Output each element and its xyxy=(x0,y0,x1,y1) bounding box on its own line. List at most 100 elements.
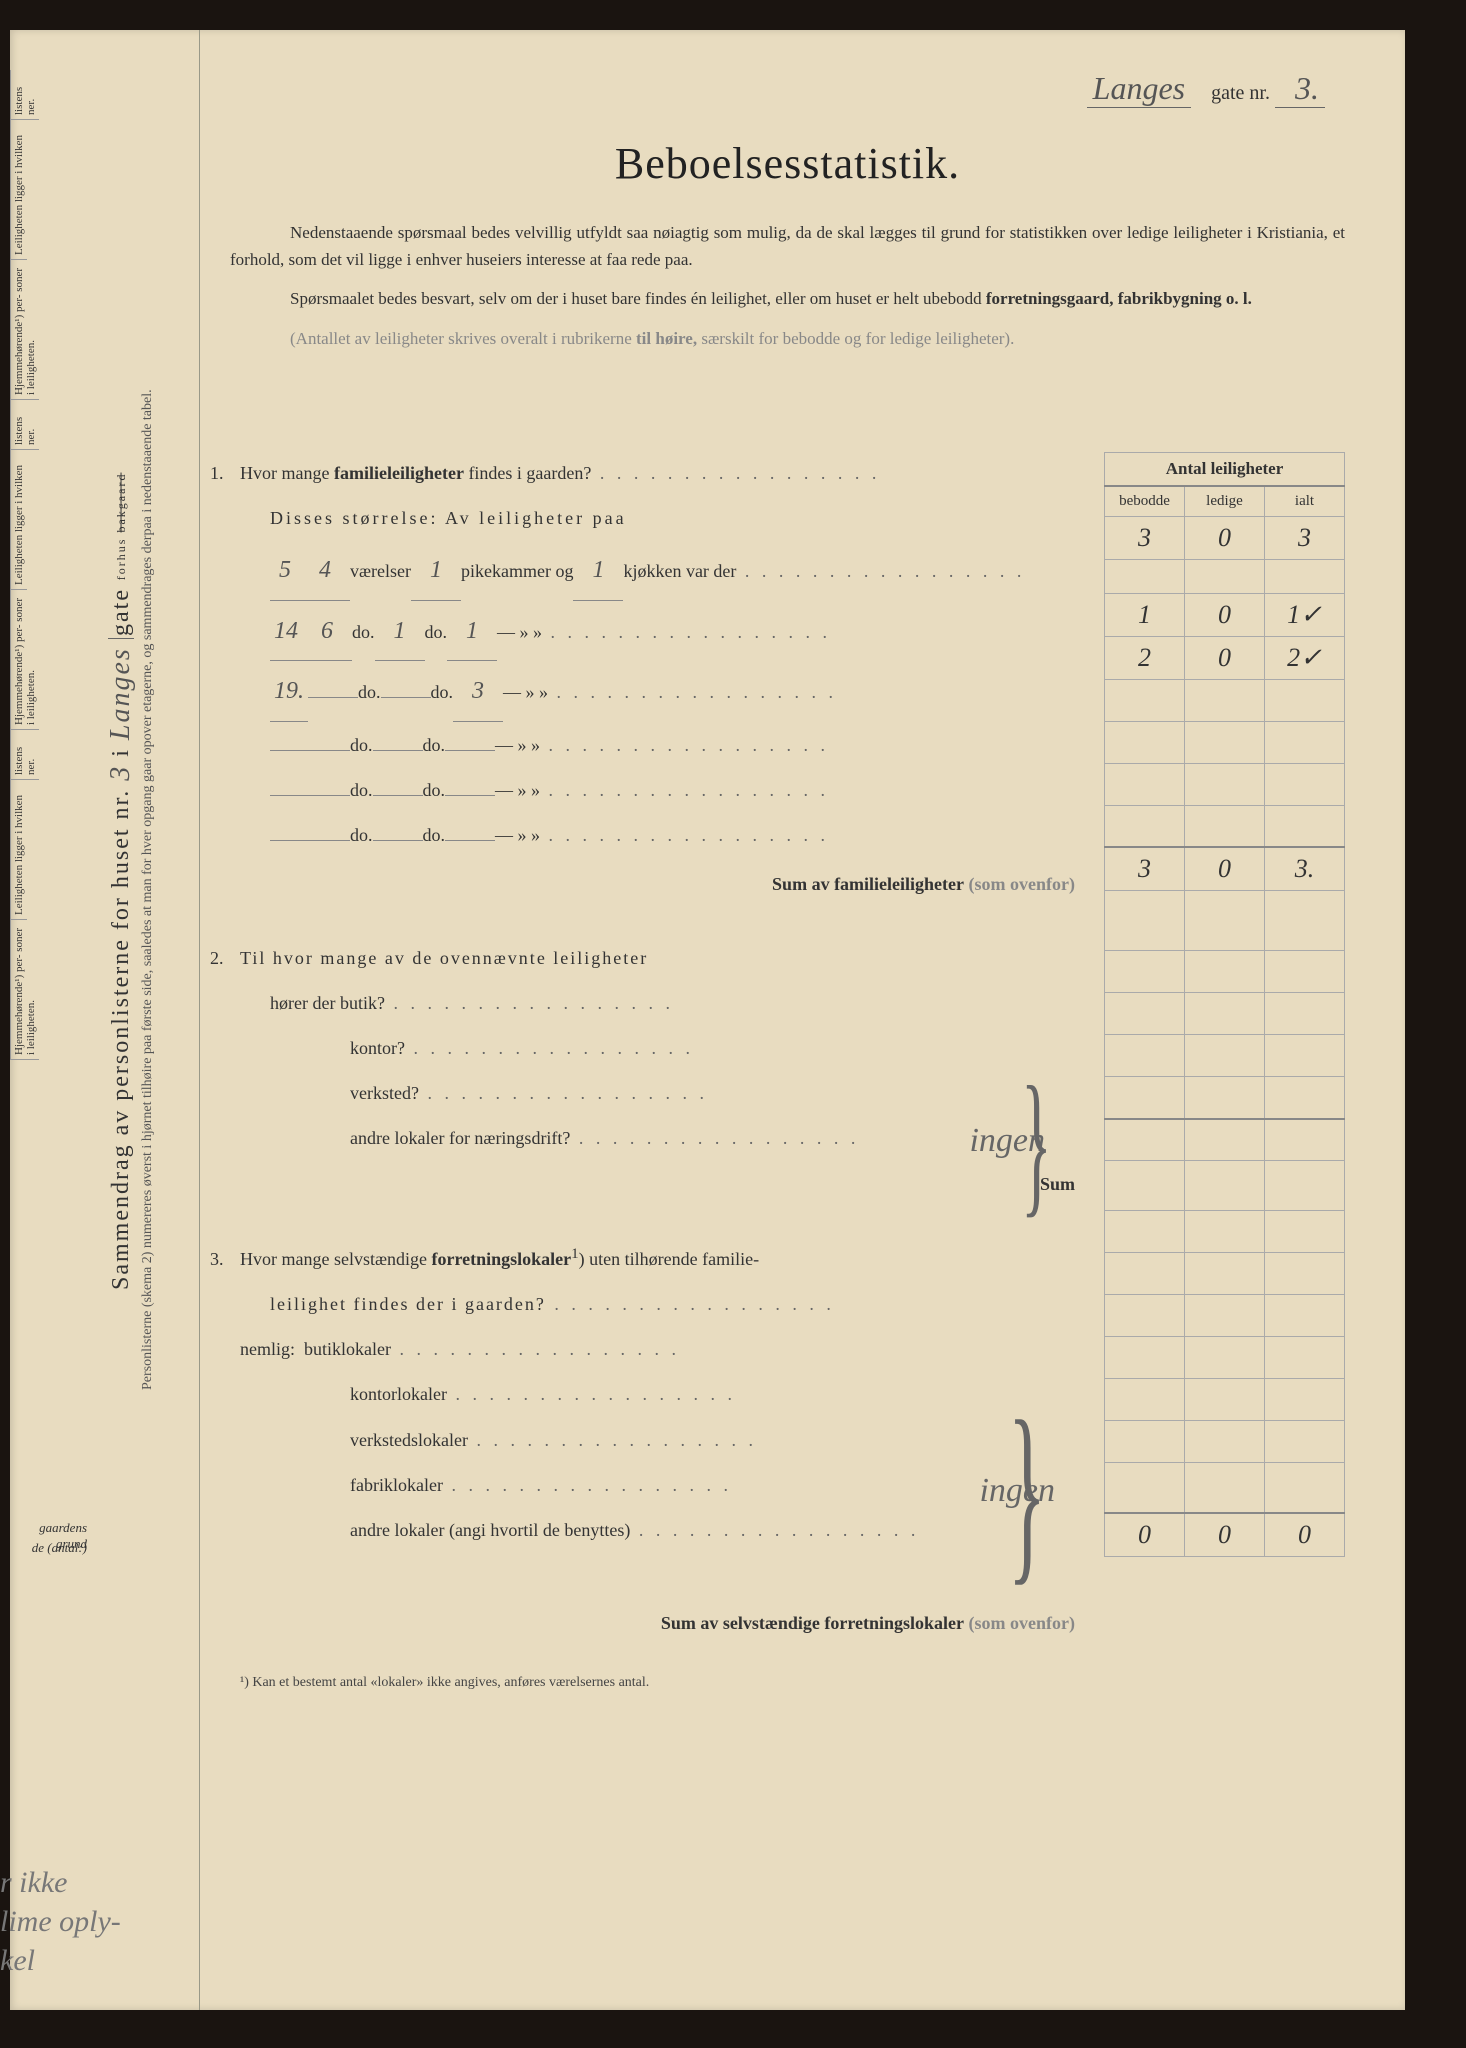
r1-l: 0 xyxy=(1185,593,1265,636)
q2-intro: Til hvor mange av de ovennævnte leilighe… xyxy=(240,937,1085,980)
row-l2: do. xyxy=(423,814,446,857)
row-pre-hw: 5 xyxy=(270,542,300,601)
q3-r2 xyxy=(1105,1295,1185,1337)
row-n2-hw: 1 xyxy=(375,603,425,662)
q3-tc: ) uten tilhørende familie- xyxy=(579,1249,759,1269)
row-n3-hw xyxy=(445,795,495,796)
q2-hw-note: ingen xyxy=(969,1122,1045,1160)
margin-i: i xyxy=(108,748,134,757)
row-pre-hw xyxy=(270,750,300,751)
row-n3-hw: 1 xyxy=(447,603,497,662)
q3-r3 xyxy=(1105,1337,1185,1379)
q1-sum-i: 3. xyxy=(1265,847,1345,891)
r2-i: 2✓ xyxy=(1265,636,1345,679)
row-n2-hw xyxy=(373,840,423,841)
margin-cell: listens ner. xyxy=(10,400,39,450)
q2-l1: kontor? xyxy=(350,1027,1085,1070)
q1-num: 1. xyxy=(210,452,240,495)
intro-p3a: (Antallet av leiligheter skrives overalt… xyxy=(290,329,636,348)
row-pre-hw xyxy=(270,795,300,796)
row-l2: do. xyxy=(425,611,448,654)
r1-i: 1✓ xyxy=(1265,593,1345,636)
r4-b xyxy=(1105,721,1185,763)
header-line: Langes gate nr. 3. xyxy=(210,70,1365,108)
col-bebodde: bebodde xyxy=(1105,486,1185,517)
q3-r1 xyxy=(1105,1253,1185,1295)
table-head-main: Antal leiligheter xyxy=(1105,452,1345,486)
q3-sum-lbl: Sum av selvstændige forretningslokaler xyxy=(661,1613,964,1633)
q2-sum: Sum xyxy=(210,1163,1085,1206)
q1-sum-label: Sum av familieleiligheter (som ovenfor) xyxy=(210,863,1085,906)
margin-title-vertical: Sammendrag av personlisterne for huset n… xyxy=(105,90,137,1290)
q3-l0: butiklokaler xyxy=(304,1328,1085,1371)
r6-b xyxy=(1105,805,1185,847)
q1-total-b: 3 xyxy=(1105,516,1185,559)
q3-hw-note: ingen xyxy=(979,1472,1055,1510)
q3-sum-label: Sum av selvstændige forretningslokaler (… xyxy=(210,1602,1085,1645)
row-n1-hw xyxy=(300,795,350,796)
col-ledige: ledige xyxy=(1185,486,1265,517)
intro-p2a: Spørsmaalet bedes besvart, selv om der i… xyxy=(290,289,986,308)
margin-bottom-2: de (antal:) xyxy=(12,1540,87,1556)
r3-i xyxy=(1265,679,1345,721)
row-l2: do. xyxy=(423,724,446,767)
q3-r4 xyxy=(1105,1379,1185,1421)
row-l1: værelser xyxy=(350,550,411,593)
r3-l xyxy=(1185,679,1265,721)
r4-i xyxy=(1265,721,1345,763)
row-n1-hw xyxy=(308,697,358,698)
row-l3: — » » xyxy=(495,724,1085,767)
row-n1-hw xyxy=(300,840,350,841)
margin-cell: Hjemmehørende¹) per- soner i leiligheten… xyxy=(10,590,39,730)
row-n2-hw: 1 xyxy=(411,542,461,601)
q2-num: 2. xyxy=(210,937,240,980)
q3-num: 3. xyxy=(210,1238,240,1281)
intro-p3b: til høire, xyxy=(636,329,697,348)
intro-p2: Spørsmaalet bedes besvart, selv om der i… xyxy=(230,285,1345,312)
q3-sum-note: (som ovenfor) xyxy=(969,1613,1075,1633)
row-l2: do. xyxy=(423,769,446,812)
q3-r5 xyxy=(1105,1421,1185,1463)
row-l3: — » » xyxy=(495,769,1085,812)
q3-nemlig: nemlig: xyxy=(240,1328,295,1371)
q1-sum-b: 3 xyxy=(1105,847,1185,891)
q1-tb: familieleiligheter xyxy=(334,463,464,483)
q1-sum-l: 0 xyxy=(1185,847,1265,891)
margin-fine-print: Personlisterne (skema 2) numereres øvers… xyxy=(140,90,156,1390)
margin-cell: listens ner. xyxy=(10,70,39,120)
q1-text: Hvor mange familieleiligheter findes i g… xyxy=(240,452,1085,495)
q1-size-row: 14 6 do. 1 do. 1 — » » xyxy=(210,603,1085,662)
row-n2-hw xyxy=(381,697,431,698)
q2-sum xyxy=(1105,1119,1185,1161)
row-n3-hw xyxy=(445,840,495,841)
r3-b xyxy=(1105,679,1185,721)
r6-i xyxy=(1265,805,1345,847)
intro-p2b: forretningsgaard, fabrikbygning o. l. xyxy=(986,289,1252,308)
row-n2-hw xyxy=(373,795,423,796)
count-table: Antal leiligheter bebodde ledige ialt 30… xyxy=(1104,452,1345,1557)
bottom-handwriting: r ikke lime oply- kel xyxy=(0,1863,121,1980)
intro-p1-text: Nedenstaaende spørsmaal bedes velvillig … xyxy=(230,223,1345,269)
margin-nr-hw: 3 xyxy=(105,765,136,781)
margin-cell: Leiligheten ligger i hvilken xyxy=(10,780,27,920)
r5-i xyxy=(1265,763,1345,805)
row-n1-hw: 6 xyxy=(302,603,352,662)
margin-gate: gate xyxy=(108,588,134,639)
gate-nr-hw: 3. xyxy=(1275,70,1325,108)
r5-l xyxy=(1185,763,1265,805)
q1-sum-note: (som ovenfor) xyxy=(969,874,1075,894)
bottom-hw-text: r ikke lime oply- kel xyxy=(0,1866,121,1977)
q1-tc: findes i gaarden? xyxy=(464,463,591,483)
row-pre-hw: 14 xyxy=(270,603,302,662)
margin-cell: Leiligheten ligger i hvilken xyxy=(10,120,27,260)
q1-size-row: do. do. — » » xyxy=(210,814,1085,857)
q3-l1: kontorlokaler xyxy=(350,1373,1085,1416)
q2-r2 xyxy=(1105,993,1185,1035)
row-l2: do. xyxy=(431,671,454,714)
q3-l4: andre lokaler (angi hvortil de benyttes) xyxy=(350,1509,1085,1552)
margin-title: Sammendrag av personlisterne for huset n… xyxy=(108,789,134,1290)
col-ialt: ialt xyxy=(1265,486,1345,517)
q2-l0: hører der butik? xyxy=(270,982,1085,1025)
margin-cell: Hjemmehørende¹) per- soner i leiligheten… xyxy=(10,260,39,400)
r4-l xyxy=(1185,721,1265,763)
